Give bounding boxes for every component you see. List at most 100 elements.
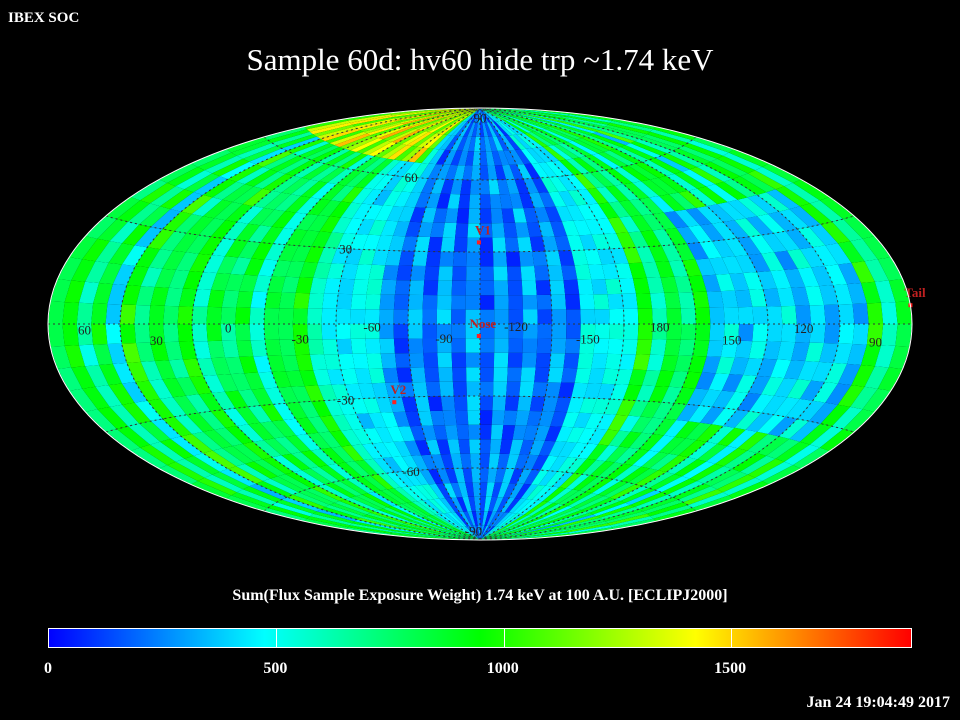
heatmap-cell bbox=[688, 405, 713, 423]
heatmap-cell bbox=[327, 263, 345, 279]
colorbar-tick bbox=[503, 629, 505, 647]
heatmap-cell bbox=[425, 193, 441, 209]
heatmap-cell bbox=[579, 476, 606, 492]
heatmap-cell bbox=[480, 367, 494, 382]
heatmap-cell bbox=[469, 525, 480, 540]
heatmap-cell bbox=[185, 394, 211, 413]
heatmap-cell bbox=[495, 512, 513, 527]
heatmap-cell bbox=[480, 530, 517, 540]
heatmap-cell bbox=[292, 141, 330, 156]
heatmap-cell bbox=[480, 108, 514, 119]
heatmap-cell bbox=[491, 150, 503, 166]
heatmap-cell bbox=[191, 431, 223, 451]
heatmap-cell bbox=[581, 136, 616, 151]
heatmap-cell bbox=[700, 406, 725, 425]
heatmap-cell bbox=[777, 341, 796, 361]
heatmap-cell bbox=[789, 421, 821, 442]
heatmap-cell bbox=[584, 249, 602, 265]
heatmap-cell bbox=[577, 428, 597, 444]
longitude-label: 30 bbox=[150, 333, 163, 348]
heatmap-cell bbox=[554, 397, 572, 413]
heatmap-cell bbox=[304, 246, 325, 263]
heatmap-cell bbox=[390, 109, 436, 115]
heatmap-cell bbox=[623, 182, 650, 199]
heatmap-cell bbox=[227, 466, 263, 484]
heatmap-cell bbox=[444, 425, 459, 440]
heatmap-cell bbox=[487, 468, 498, 483]
heatmap-cell bbox=[251, 388, 274, 406]
heatmap-cell bbox=[605, 463, 633, 480]
heatmap-cell bbox=[774, 250, 798, 270]
heatmap-cell bbox=[387, 145, 412, 160]
heatmap-cell bbox=[393, 411, 410, 427]
heatmap-cell bbox=[696, 206, 724, 224]
heatmap-cell bbox=[399, 524, 440, 534]
heatmap-cell bbox=[148, 379, 173, 399]
heatmap-cell bbox=[524, 531, 569, 538]
heatmap-cell bbox=[409, 207, 426, 223]
heatmap-cell bbox=[648, 474, 683, 491]
heatmap-cell bbox=[667, 150, 704, 167]
heatmap-cell bbox=[493, 381, 508, 397]
heatmap-cell bbox=[320, 128, 361, 142]
heatmap-cell bbox=[571, 382, 589, 398]
heatmap-cell bbox=[628, 231, 649, 248]
heatmap-cell bbox=[847, 344, 867, 365]
heatmap-cell bbox=[408, 294, 424, 310]
heatmap-cell bbox=[563, 519, 606, 530]
heatmap-cell bbox=[462, 108, 480, 122]
heatmap-cell bbox=[509, 468, 524, 484]
heatmap-cell bbox=[393, 324, 409, 339]
heatmap-cell bbox=[427, 237, 443, 252]
heatmap-cell bbox=[596, 445, 619, 462]
heatmap-cell bbox=[588, 368, 606, 384]
heatmap-cell bbox=[613, 465, 642, 481]
heatmap-cell bbox=[553, 124, 590, 137]
heatmap-cell bbox=[678, 145, 718, 162]
heatmap-cell bbox=[566, 205, 585, 221]
heatmap-cell bbox=[480, 352, 495, 368]
heatmap-cell bbox=[445, 468, 458, 484]
heatmap-cell bbox=[538, 129, 568, 143]
heatmap-cell bbox=[639, 136, 679, 151]
heatmap-cell bbox=[274, 436, 301, 454]
heatmap-cell bbox=[838, 324, 855, 344]
heatmap-cell bbox=[682, 169, 716, 187]
longitude-label: 150 bbox=[722, 332, 742, 347]
heatmap-cell bbox=[458, 439, 471, 454]
heatmap-cell bbox=[747, 434, 779, 454]
heatmap-cell bbox=[674, 459, 707, 477]
heatmap-cell bbox=[709, 307, 725, 324]
heatmap-cell bbox=[535, 280, 551, 295]
heatmap-cell bbox=[393, 338, 410, 354]
heatmap-cell bbox=[412, 132, 436, 147]
heatmap-cell bbox=[682, 259, 702, 277]
heatmap-cell bbox=[453, 468, 466, 483]
heatmap-cell bbox=[581, 497, 616, 512]
heatmap-cell bbox=[202, 450, 237, 469]
heatmap-cell bbox=[116, 426, 150, 448]
heatmap-cell bbox=[281, 355, 300, 372]
colorbar-tick-label: 1500 bbox=[714, 660, 747, 677]
heatmap-cell bbox=[515, 149, 532, 165]
heatmap-cell bbox=[663, 420, 689, 437]
heatmap-cell bbox=[327, 463, 355, 480]
heatmap-cell bbox=[273, 228, 296, 245]
heatmap-cell bbox=[480, 108, 525, 111]
heatmap-cell bbox=[597, 248, 616, 265]
heatmap-cell bbox=[147, 229, 175, 250]
heatmap-cell bbox=[346, 478, 375, 494]
heatmap-cell bbox=[428, 149, 445, 165]
heatmap-cell bbox=[409, 425, 426, 441]
heatmap-cell bbox=[311, 486, 345, 501]
heatmap-cell bbox=[531, 163, 549, 178]
heatmap-cell bbox=[160, 397, 187, 417]
heatmap-cell bbox=[393, 309, 409, 324]
heatmap-cell bbox=[235, 406, 260, 425]
heatmap-cell bbox=[380, 353, 397, 369]
heatmap-cell bbox=[134, 305, 151, 324]
heatmap-cell bbox=[515, 410, 530, 426]
heatmap-cell bbox=[494, 295, 509, 310]
heatmap-cell bbox=[421, 178, 437, 194]
heatmap-cell bbox=[480, 526, 494, 540]
